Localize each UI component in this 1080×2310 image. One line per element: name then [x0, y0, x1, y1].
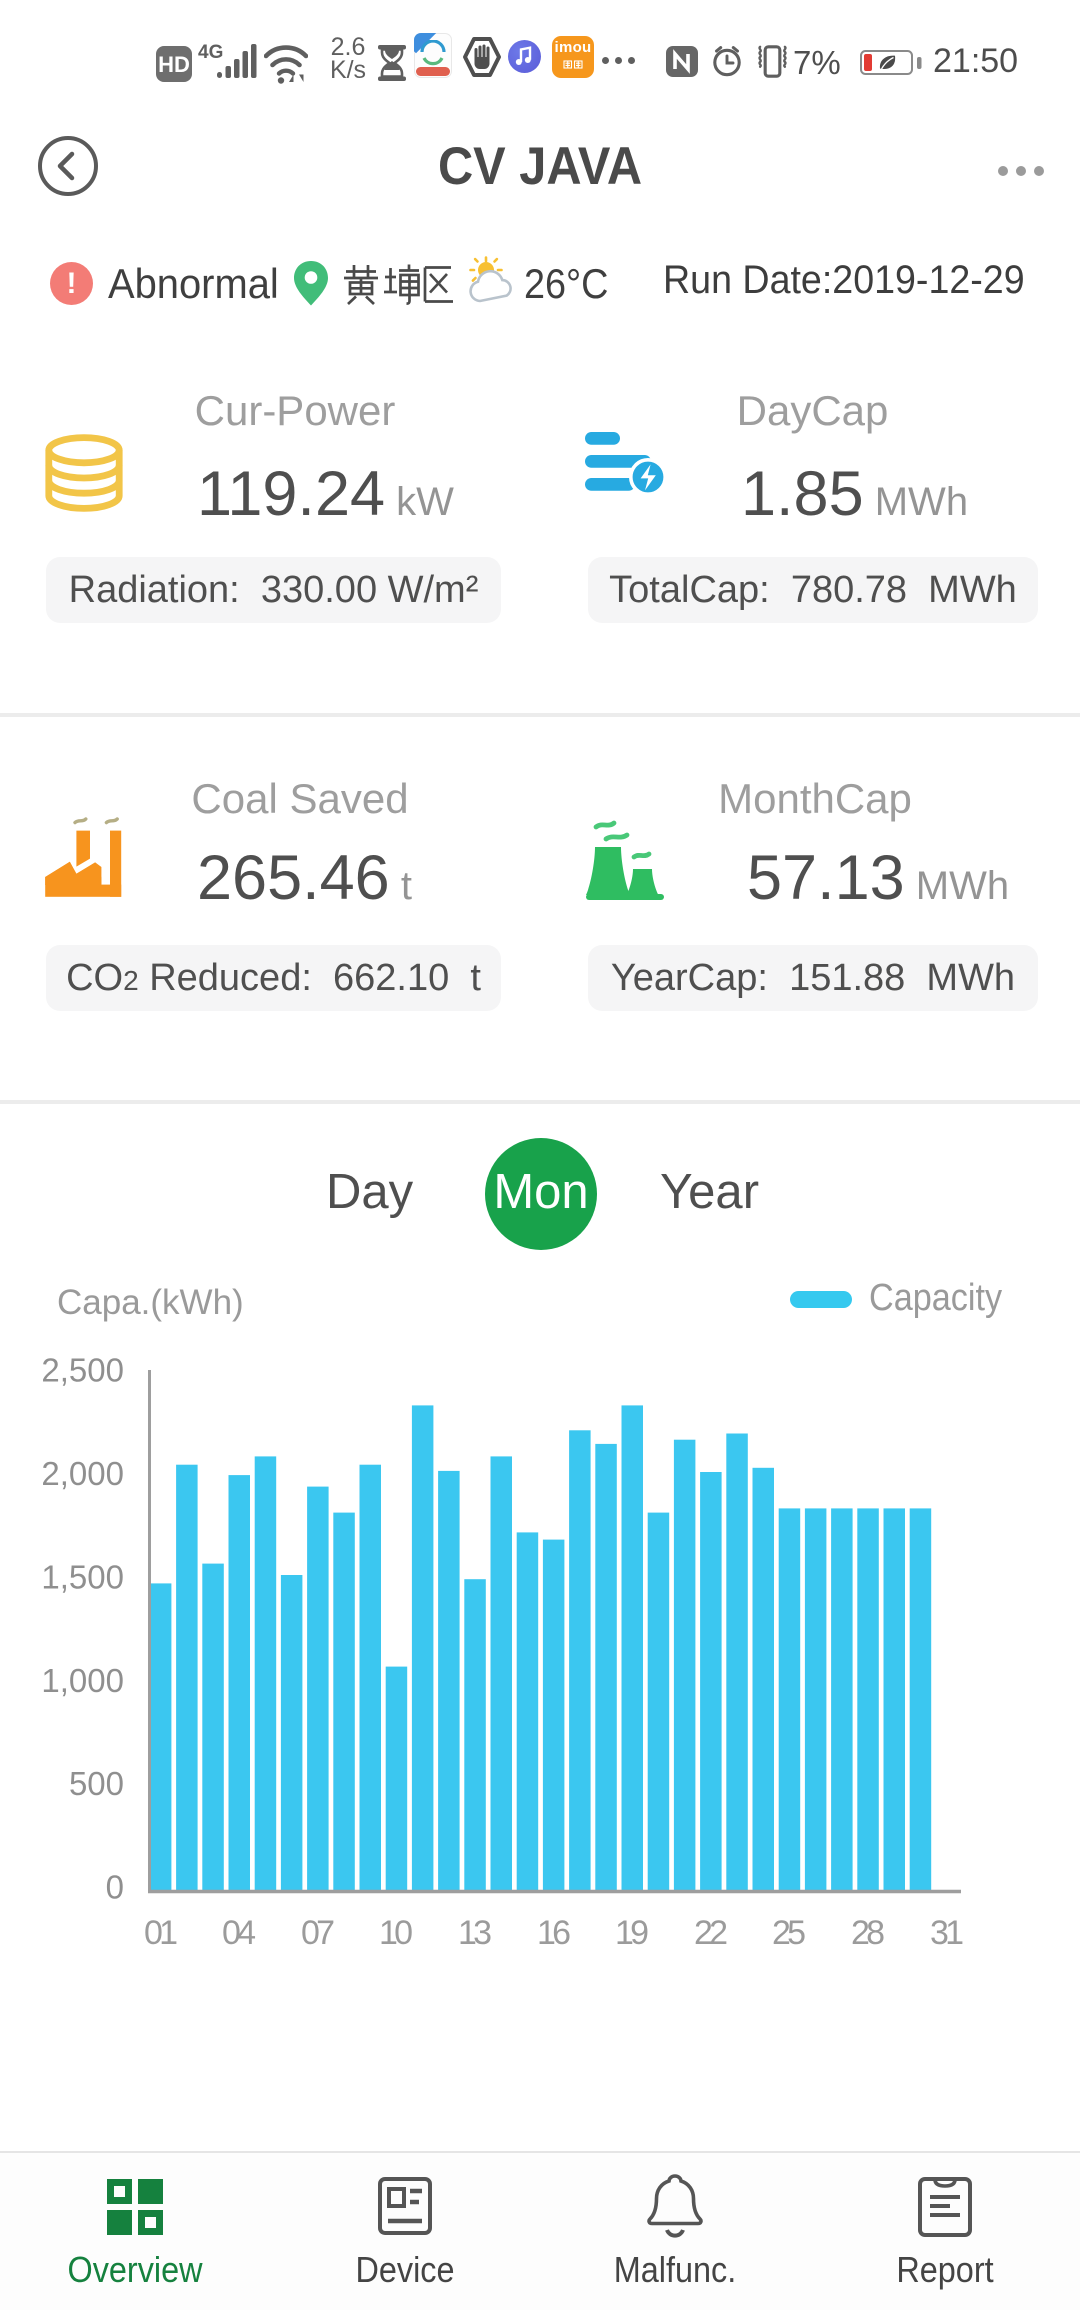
svg-text:28: 28 [851, 1914, 885, 1952]
svg-text:10: 10 [379, 1914, 413, 1952]
svg-text:2,000: 2,000 [41, 1455, 124, 1492]
svg-text:2,500: 2,500 [41, 1352, 124, 1389]
svg-text:04: 04 [222, 1914, 256, 1952]
svg-text:22: 22 [694, 1914, 728, 1952]
svg-text:500: 500 [69, 1765, 124, 1802]
svg-text:1,000: 1,000 [41, 1662, 124, 1699]
svg-text:25: 25 [772, 1914, 806, 1952]
svg-text:01: 01 [144, 1914, 178, 1952]
svg-text:1,500: 1,500 [41, 1559, 124, 1596]
svg-text:07: 07 [301, 1914, 335, 1952]
svg-text:0: 0 [106, 1869, 124, 1906]
svg-text:13: 13 [458, 1914, 492, 1952]
svg-text:19: 19 [615, 1914, 649, 1952]
svg-text:31: 31 [930, 1914, 964, 1952]
svg-text:16: 16 [537, 1914, 571, 1952]
